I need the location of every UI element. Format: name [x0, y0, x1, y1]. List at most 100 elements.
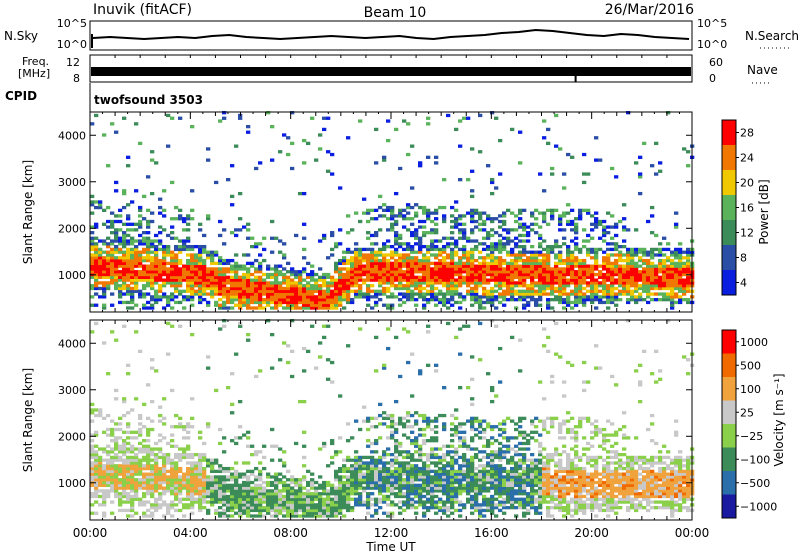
velocity-cell [250, 514, 255, 518]
velocity-cell [106, 458, 111, 462]
power-cell [282, 272, 287, 277]
power-cell [510, 250, 515, 254]
power-cell [426, 261, 431, 266]
velocity-cell [94, 452, 99, 457]
power-cell [258, 161, 263, 165]
velocity-cell [98, 469, 103, 474]
power-cell [390, 256, 395, 260]
power-cell [506, 275, 511, 279]
power-cell [618, 272, 623, 277]
velocity-cell [330, 380, 335, 384]
power-cell [502, 219, 507, 224]
power-cell [650, 275, 655, 279]
velocity-cell [258, 489, 263, 493]
power-cell [266, 300, 271, 305]
velocity-cell [162, 480, 167, 485]
power-cell [570, 256, 575, 260]
power-cell [622, 270, 627, 274]
power-cell [546, 127, 551, 132]
power-cell [118, 242, 123, 246]
power-cell [362, 258, 367, 263]
power-cell [674, 261, 679, 266]
power-cell [686, 275, 691, 279]
power-cell [94, 275, 99, 279]
power-cell [490, 261, 495, 266]
power-cell [490, 228, 495, 232]
power-cell [578, 217, 583, 221]
power-cell [350, 284, 355, 288]
power-cell [98, 253, 103, 257]
power-cell [362, 270, 367, 274]
power-cell [302, 267, 307, 271]
velocity-cell [130, 430, 135, 434]
power-cell [298, 281, 303, 285]
velocity-cell [190, 506, 195, 510]
velocity-cell [378, 422, 383, 426]
power-cell [234, 278, 239, 282]
velocity-cell [102, 416, 107, 420]
power-cell [298, 300, 303, 305]
power-cell [114, 239, 119, 243]
velocity-cell [370, 455, 375, 460]
velocity-cell [198, 483, 203, 487]
power-cell [582, 239, 587, 243]
power-cell [434, 261, 439, 266]
power-cell [398, 258, 403, 263]
power-cell [678, 253, 683, 257]
velocity-cell [254, 500, 259, 504]
velocity-cell [302, 486, 307, 490]
power-cell [334, 281, 339, 285]
power-cell [242, 303, 247, 307]
velocity-cell [282, 475, 287, 479]
power-cell [506, 286, 511, 291]
power-cell [102, 256, 107, 260]
power-cell [226, 298, 231, 302]
velocity-cell [230, 411, 235, 415]
power-cell [590, 281, 595, 285]
velocity-cell [410, 483, 415, 487]
power-cell [162, 250, 167, 254]
velocity-cell [166, 321, 171, 326]
power-cell [462, 264, 467, 268]
power-cell [166, 261, 171, 266]
power-cell [686, 264, 691, 268]
power-cell [234, 144, 239, 148]
power-cell [550, 247, 555, 252]
power-cell [378, 253, 383, 257]
power-cell [394, 233, 399, 238]
power-cell [630, 250, 635, 254]
power-cell [374, 289, 379, 293]
power-cell [362, 295, 367, 299]
power-cell [274, 300, 279, 305]
velocity-cell [186, 489, 191, 493]
velocity-cell [310, 514, 315, 518]
power-cell [162, 264, 167, 268]
power-cell [506, 278, 511, 282]
velocity-cell [126, 508, 131, 513]
power-cell [494, 270, 499, 274]
power-cell [114, 189, 119, 193]
power-cell [678, 286, 683, 291]
power-cell [630, 275, 635, 279]
velocity-cell [290, 492, 295, 496]
power-cell [98, 261, 103, 266]
power-cell [442, 178, 447, 182]
velocity-cell [406, 506, 411, 510]
velocity-cell [410, 489, 415, 493]
velocity-cell [210, 461, 215, 465]
power-cell [498, 214, 503, 218]
power-cell [402, 275, 407, 279]
velocity-cell [386, 494, 391, 499]
power-cell [538, 258, 543, 263]
power-cell [198, 272, 203, 277]
power-cell [370, 247, 375, 252]
power-cell [190, 275, 195, 279]
velocity-cell [134, 511, 139, 515]
velocity-cell [138, 422, 143, 426]
velocity-cell [114, 472, 119, 476]
power-cell [546, 256, 551, 260]
velocity-cell [282, 489, 287, 493]
power-cell [242, 225, 247, 229]
power-cell [142, 267, 147, 271]
velocity-cell [342, 480, 347, 485]
